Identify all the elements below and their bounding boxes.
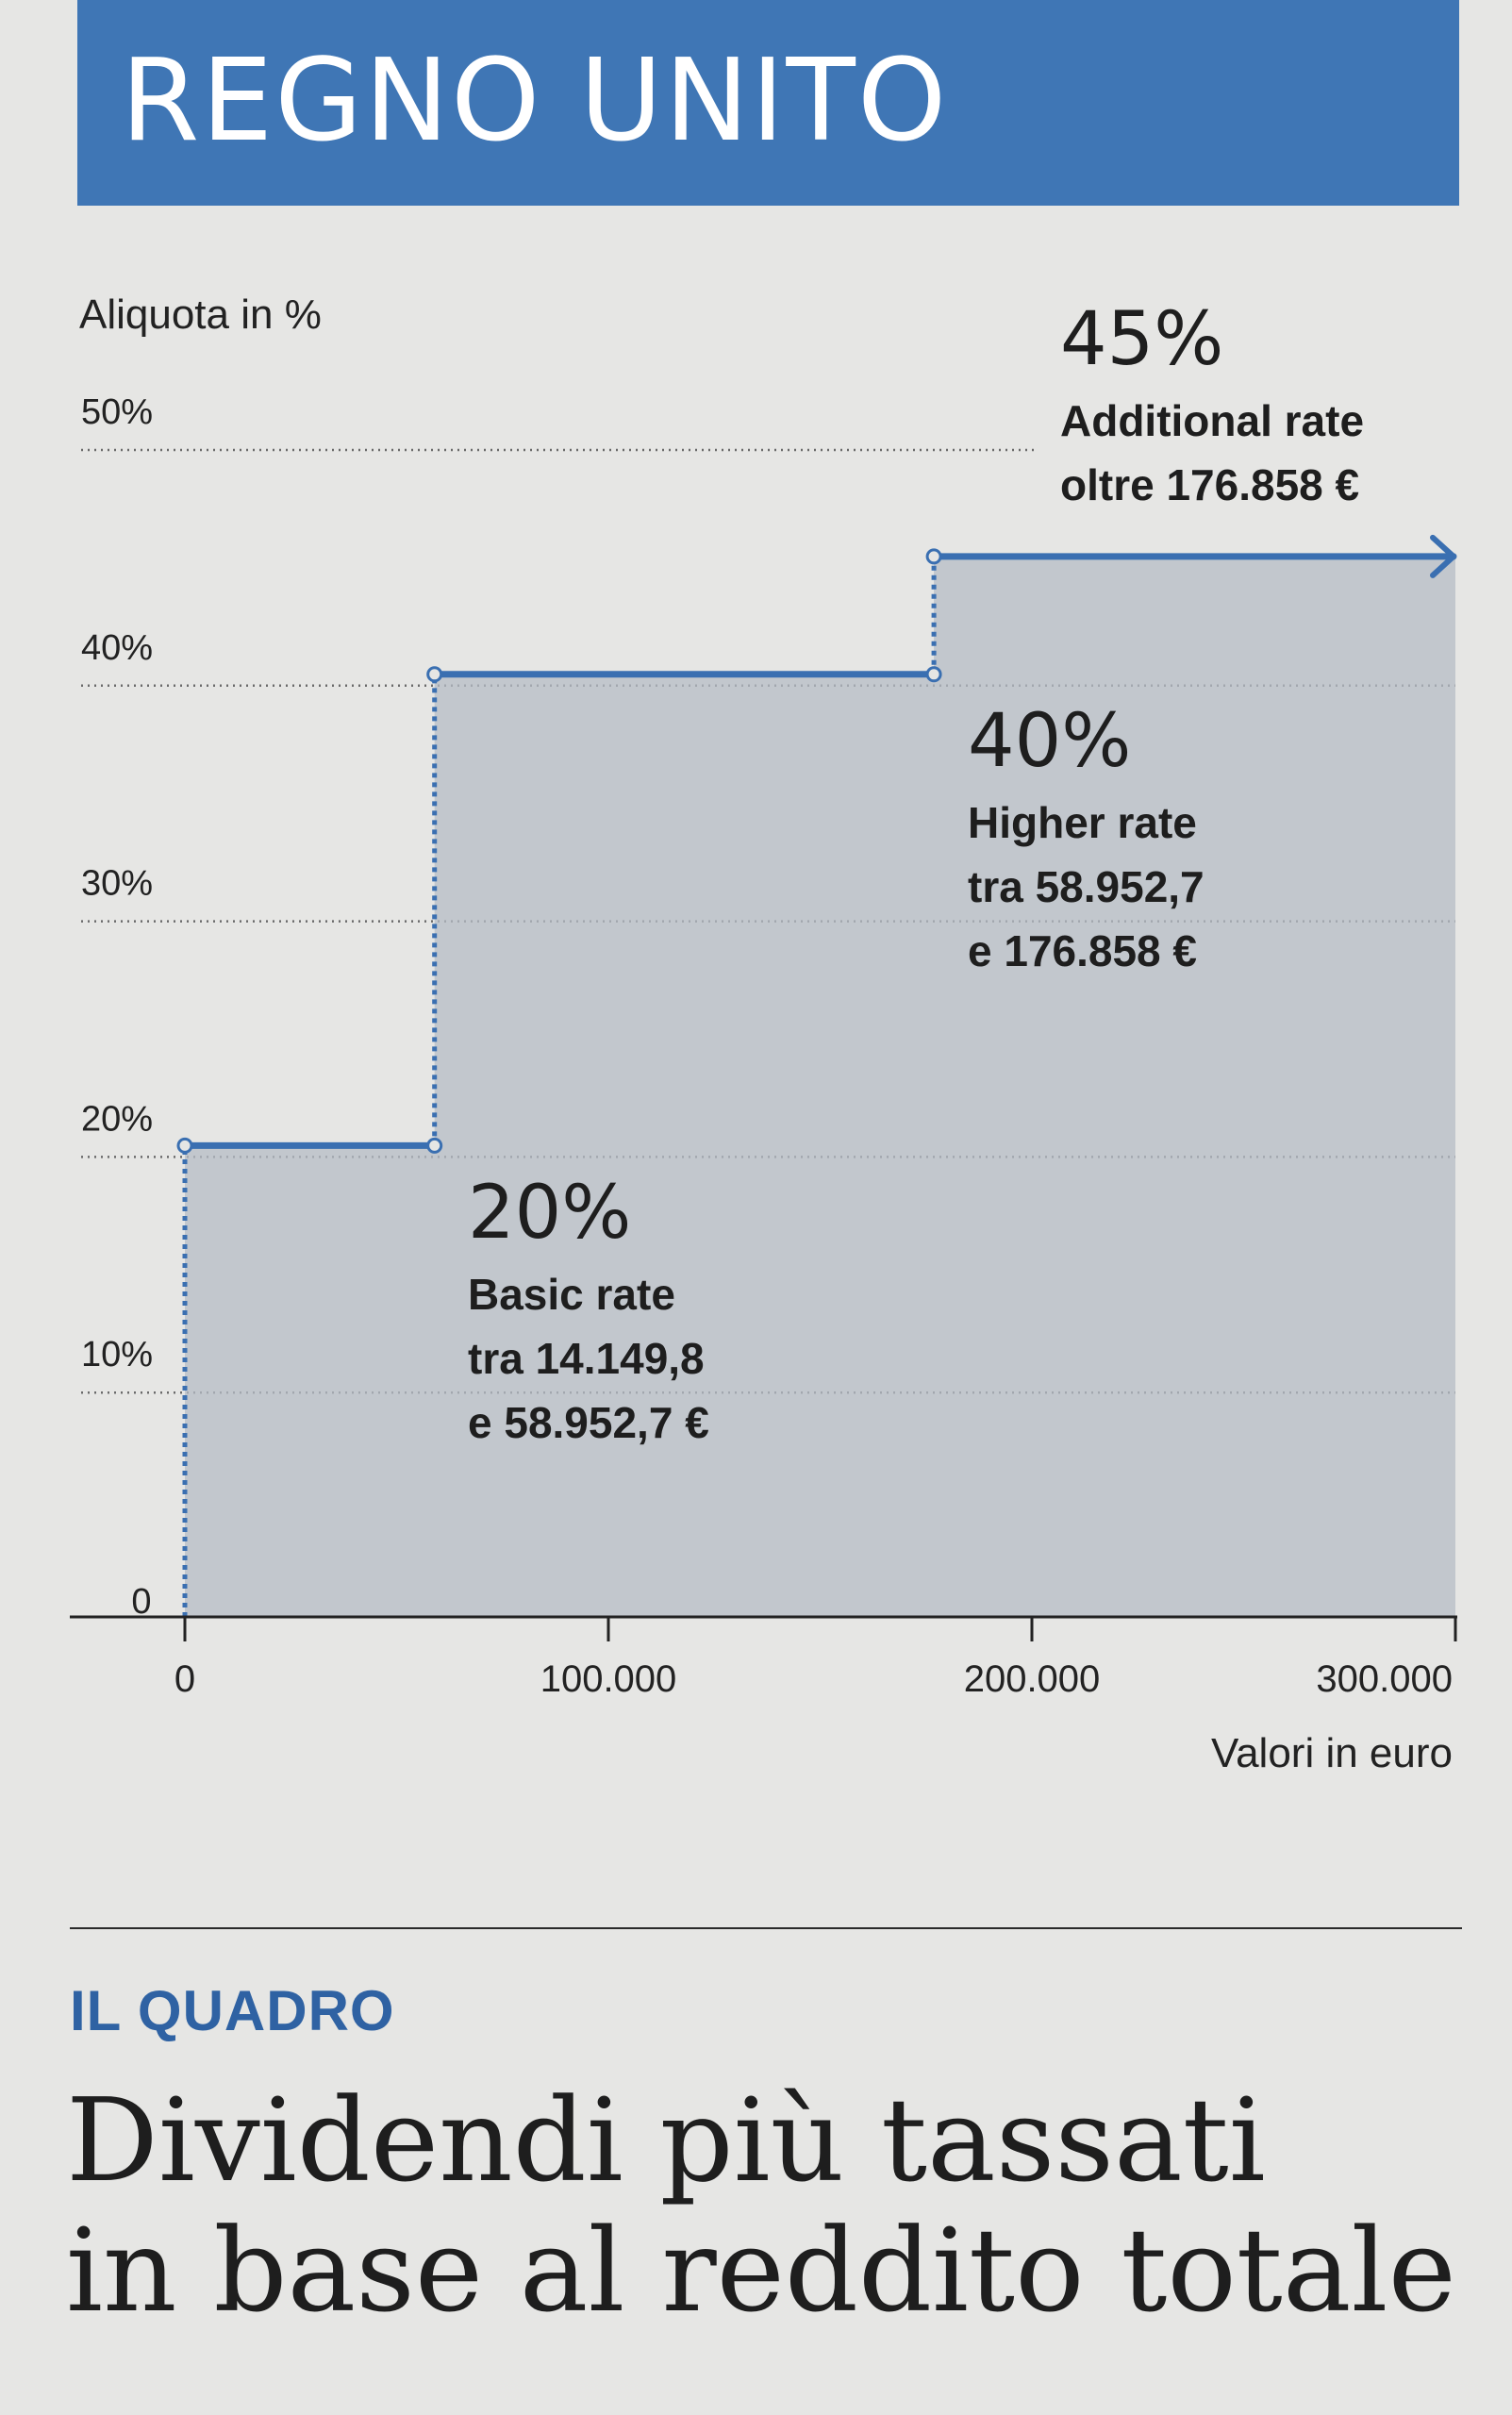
y-tick-label: 10% bbox=[81, 1335, 153, 1374]
annotation-rate-range: tra 14.149,8 bbox=[468, 1334, 705, 1383]
y-tick-label: 0 bbox=[131, 1582, 151, 1622]
step-marker bbox=[925, 666, 942, 683]
step-marker bbox=[925, 548, 942, 565]
page-title: REGNO UNITO bbox=[121, 36, 949, 167]
step-marker bbox=[426, 1137, 443, 1154]
article-headline: Dividendi più tassati in base al reddito… bbox=[66, 2075, 1481, 2336]
x-tick-label: 300.000 bbox=[1316, 1658, 1453, 1700]
y-tick-label: 30% bbox=[81, 864, 153, 904]
annotation-rate-range: oltre 176.858 € bbox=[1060, 460, 1359, 509]
chart-x-axis bbox=[70, 1615, 1457, 1641]
section-divider bbox=[70, 1927, 1462, 1929]
annotation-rate-range: e 58.952,7 € bbox=[468, 1398, 709, 1447]
annotation-rate-value: 40% bbox=[968, 699, 1131, 784]
chart-labels: 0 10% 20% 30% 40% 50% 0 100.000 200.000 300.000 Al… bbox=[79, 291, 1453, 1776]
x-tick-label: 100.000 bbox=[540, 1658, 677, 1700]
chart-area-fill bbox=[185, 556, 1455, 1617]
y-tick-label: 50% bbox=[81, 392, 153, 432]
annotation-rate-range: e 176.858 € bbox=[968, 926, 1197, 975]
step-marker bbox=[176, 1137, 193, 1154]
step-area-fill bbox=[185, 556, 1455, 1617]
headline-line-1: Dividendi più tassati bbox=[66, 2074, 1266, 2207]
chart-step-lines bbox=[176, 534, 1457, 1154]
annotation-rate-name: Basic rate bbox=[468, 1270, 675, 1319]
step-arrowhead bbox=[1430, 534, 1456, 578]
annotation-rate-value: 20% bbox=[468, 1171, 631, 1256]
header-banner bbox=[77, 0, 1459, 206]
x-tick-label: 0 bbox=[174, 1658, 195, 1700]
x-axis-title: Valori in euro bbox=[1211, 1730, 1453, 1776]
headline-line-2: in base al reddito totale bbox=[66, 2204, 1456, 2338]
y-tick-label: 20% bbox=[81, 1099, 153, 1139]
y-tick-label: 40% bbox=[81, 628, 153, 668]
annotation-rate-value: 45% bbox=[1060, 297, 1223, 382]
chart-step-risers bbox=[182, 556, 937, 1617]
section-kicker: IL QUADRO bbox=[70, 1979, 395, 2042]
annotation-rate-name: Additional rate bbox=[1060, 396, 1364, 445]
x-tick-label: 200.000 bbox=[964, 1658, 1101, 1700]
annotation-rate-name: Higher rate bbox=[968, 798, 1197, 847]
step-marker bbox=[426, 666, 443, 683]
y-axis-title: Aliquota in % bbox=[79, 291, 322, 338]
annotation-rate-range: tra 58.952,7 bbox=[968, 862, 1205, 911]
tax-rate-step-chart: 0 10% 20% 30% 40% 50% 0 100.000 200.000 300.000 Al… bbox=[70, 291, 1457, 1776]
